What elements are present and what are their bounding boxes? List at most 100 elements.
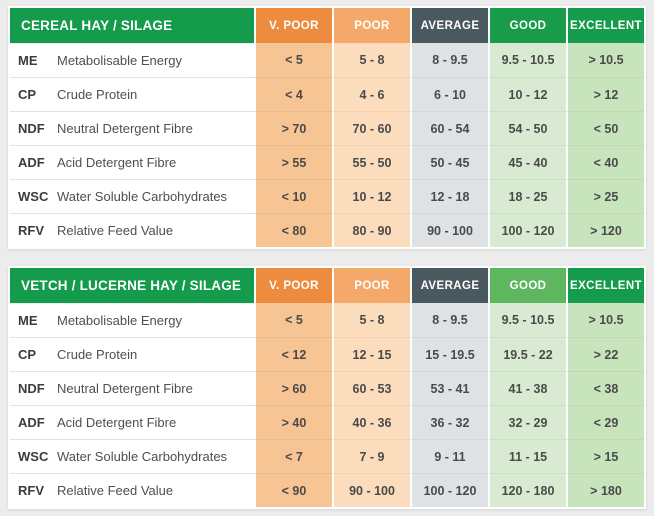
- column-header-good: GOOD: [488, 8, 566, 43]
- row-label: WSC Water Soluble Carbohydrates: [10, 179, 254, 213]
- value-cell-vpoor: < 5: [254, 43, 332, 77]
- value-cell-excellent: < 40: [566, 145, 644, 179]
- value-cell-poor: 4 - 6: [332, 77, 410, 111]
- row-code: ME: [18, 53, 38, 68]
- row-code: ADF: [18, 415, 45, 430]
- value-cell-good: 11 - 15: [488, 439, 566, 473]
- value-cell-good: 54 - 50: [488, 111, 566, 145]
- row-code: WSC: [18, 189, 49, 204]
- row-code: ME: [18, 313, 38, 328]
- value-cell-vpoor: < 80: [254, 213, 332, 247]
- table-row: RFV Relative Feed Value < 80 80 - 90 90 - 10…: [10, 213, 644, 247]
- value-cell-excellent: < 29: [566, 405, 644, 439]
- value-cell-excellent: > 25: [566, 179, 644, 213]
- value-cell-good: 9.5 - 10.5: [488, 303, 566, 337]
- column-header-excellent: EXCELLENT: [566, 268, 644, 303]
- value-cell-vpoor: > 60: [254, 371, 332, 405]
- value-cell-excellent: > 22: [566, 337, 644, 371]
- value-cell-vpoor: < 12: [254, 337, 332, 371]
- column-header-vpoor: V. POOR: [254, 268, 332, 303]
- row-label: ADF Acid Detergent Fibre: [10, 145, 254, 179]
- row-code: CP: [18, 347, 37, 362]
- value-cell-vpoor: < 7: [254, 439, 332, 473]
- row-name: Relative Feed Value: [57, 223, 174, 238]
- value-cell-good: 18 - 25: [488, 179, 566, 213]
- value-cell-poor: 60 - 53: [332, 371, 410, 405]
- value-cell-vpoor: < 10: [254, 179, 332, 213]
- value-cell-vpoor: > 70: [254, 111, 332, 145]
- value-cell-excellent: > 10.5: [566, 43, 644, 77]
- value-cell-vpoor: < 4: [254, 77, 332, 111]
- row-code: RFV: [18, 483, 44, 498]
- column-header-average: AVERAGE: [410, 8, 488, 43]
- value-cell-poor: 10 - 12: [332, 179, 410, 213]
- value-cell-poor: 7 - 9: [332, 439, 410, 473]
- value-cell-excellent: > 120: [566, 213, 644, 247]
- row-label: ME Metabolisable Energy: [10, 43, 254, 77]
- table-title: CEREAL HAY / SILAGE: [10, 8, 254, 43]
- column-header-good: GOOD: [488, 268, 566, 303]
- value-cell-good: 19.5 - 22: [488, 337, 566, 371]
- table-header-row: VETCH / LUCERNE HAY / SILAGE V. POOR POOR…: [10, 268, 644, 303]
- value-cell-poor: 70 - 60: [332, 111, 410, 145]
- column-header-excellent: EXCELLENT: [566, 8, 644, 43]
- value-cell-average: 12 - 18: [410, 179, 488, 213]
- row-name: Crude Protein: [57, 87, 138, 102]
- row-label: RFV Relative Feed Value: [10, 473, 254, 507]
- value-cell-average: 6 - 10: [410, 77, 488, 111]
- row-code: WSC: [18, 449, 49, 464]
- table-row: NDF Neutral Detergent Fibre > 70 70 - 60 60 …: [10, 111, 644, 145]
- table-header-row: CEREAL HAY / SILAGE V. POOR POOR AVERAGE GO…: [10, 8, 644, 43]
- table-row: NDF Neutral Detergent Fibre > 60 60 - 53 53 …: [10, 371, 644, 405]
- value-cell-vpoor: < 90: [254, 473, 332, 507]
- value-cell-good: 45 - 40: [488, 145, 566, 179]
- table-row: CP Crude Protein < 12 12 - 15 15 - 19.5 19.5 …: [10, 337, 644, 371]
- table-row: ADF Acid Detergent Fibre > 40 40 - 36 36 - 3…: [10, 405, 644, 439]
- value-cell-good: 32 - 29: [488, 405, 566, 439]
- row-name: Relative Feed Value: [57, 483, 174, 498]
- value-cell-average: 100 - 120: [410, 473, 488, 507]
- value-cell-excellent: > 10.5: [566, 303, 644, 337]
- value-cell-average: 36 - 32: [410, 405, 488, 439]
- value-cell-average: 9 - 11: [410, 439, 488, 473]
- row-name: Water Soluble Carbohydrates: [57, 449, 228, 464]
- value-cell-poor: 40 - 36: [332, 405, 410, 439]
- value-cell-poor: 80 - 90: [332, 213, 410, 247]
- value-cell-vpoor: > 55: [254, 145, 332, 179]
- row-label: ME Metabolisable Energy: [10, 303, 254, 337]
- row-name: Neutral Detergent Fibre: [57, 121, 193, 136]
- row-name: Water Soluble Carbohydrates: [57, 189, 228, 204]
- row-label: CP Crude Protein: [10, 337, 254, 371]
- column-header-vpoor: V. POOR: [254, 8, 332, 43]
- feed-quality-table-vetch-lucerne: VETCH / LUCERNE HAY / SILAGE V. POOR POOR…: [8, 266, 646, 509]
- row-code: CP: [18, 87, 37, 102]
- value-cell-good: 120 - 180: [488, 473, 566, 507]
- value-cell-good: 9.5 - 10.5: [488, 43, 566, 77]
- value-cell-excellent: < 38: [566, 371, 644, 405]
- value-cell-average: 8 - 9.5: [410, 43, 488, 77]
- value-cell-excellent: > 12: [566, 77, 644, 111]
- value-cell-average: 90 - 100: [410, 213, 488, 247]
- value-cell-good: 41 - 38: [488, 371, 566, 405]
- row-label: RFV Relative Feed Value: [10, 213, 254, 247]
- value-cell-excellent: > 180: [566, 473, 644, 507]
- column-header-poor: POOR: [332, 268, 410, 303]
- row-name: Metabolisable Energy: [57, 53, 183, 68]
- row-name: Crude Protein: [57, 347, 138, 362]
- row-code: ADF: [18, 155, 45, 170]
- table-row: WSC Water Soluble Carbohydrates < 10 10 - 1…: [10, 179, 644, 213]
- column-header-poor: POOR: [332, 8, 410, 43]
- row-name: Metabolisable Energy: [57, 313, 183, 328]
- value-cell-average: 53 - 41: [410, 371, 488, 405]
- value-cell-poor: 5 - 8: [332, 43, 410, 77]
- row-label: NDF Neutral Detergent Fibre: [10, 111, 254, 145]
- column-header-average: AVERAGE: [410, 268, 488, 303]
- value-cell-excellent: > 15: [566, 439, 644, 473]
- row-code: RFV: [18, 223, 44, 238]
